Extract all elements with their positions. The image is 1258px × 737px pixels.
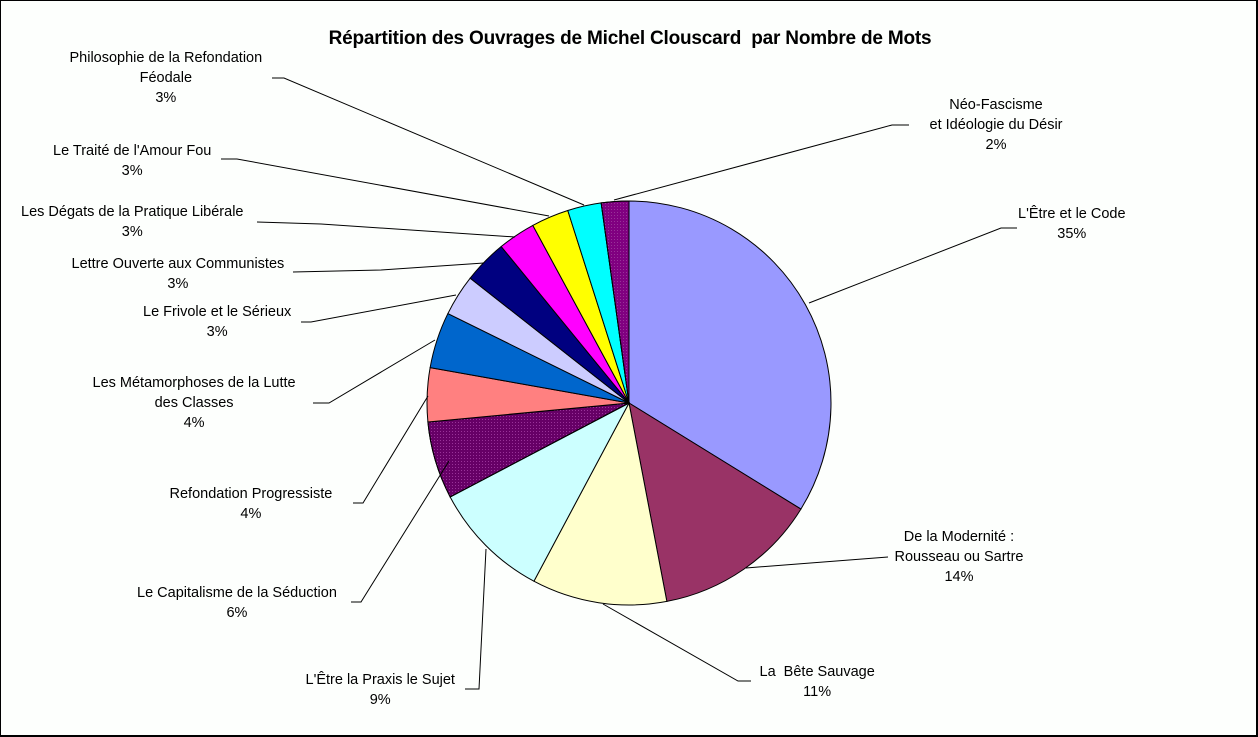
leader-line [602, 603, 751, 682]
data-label: L'Être et le Code 35% [1018, 204, 1126, 244]
pie-slice [628, 200, 832, 510]
data-label: Refondation Progressiste 4% [170, 484, 333, 524]
leader-line [292, 262, 485, 273]
data-label-text: L'Être et le Code [1018, 206, 1126, 222]
data-label-text: Les Dégats de la Pratique Libérale [21, 204, 244, 220]
leader-lines [221, 77, 1017, 690]
data-label: Néo-Fascisme et Idéologie du Désir 2% [930, 95, 1063, 155]
data-label-percent: 3% [121, 163, 143, 179]
data-label: La Bête Sauvage 11% [760, 662, 875, 702]
data-label-text: De la Modernité : [903, 529, 1015, 545]
data-label-text: Les Métamorphoses de la Lutte [92, 375, 296, 391]
data-label-percent: 4% [240, 506, 262, 522]
data-label: Philosophie de la Refondation Féodale 3% [70, 48, 263, 108]
data-label: Le Capitalisme de la Séduction 6% [137, 583, 337, 623]
leader-line [301, 294, 457, 323]
data-label-text: Le Capitalisme de la Séduction [137, 585, 337, 601]
leader-line [313, 339, 436, 404]
data-label: Le Traité de l'Amour Fou 3% [53, 141, 211, 181]
leader-line [613, 124, 909, 201]
chart-title: Répartition des Ouvrages de Michel Clous… [328, 28, 932, 49]
data-label-percent: 14% [944, 569, 974, 585]
data-label-text: Le Traité de l'Amour Fou [53, 143, 212, 159]
data-label: De la Modernité : Rousseau ou Sartre 14% [895, 527, 1024, 587]
data-label: L'Être la Praxis le Sujet 9% [306, 670, 455, 710]
data-label-percent: 35% [1057, 226, 1087, 242]
data-label-text: L'Être la Praxis le Sujet [305, 672, 455, 688]
data-label-percent: 3% [167, 276, 189, 292]
leader-line [221, 158, 550, 217]
data-label: Le Frivole et le Sérieux 3% [143, 302, 291, 342]
data-label: Les Dégats de la Pratique Libérale 3% [21, 202, 243, 242]
data-label-percent: 4% [183, 415, 205, 431]
data-label-text: Le Frivole et le Sérieux [143, 304, 292, 320]
data-label-percent: 11% [803, 684, 832, 700]
data-label-percent: 3% [206, 324, 228, 340]
pie-slices [426, 200, 832, 606]
leader-line [272, 77, 585, 206]
pie-slice [533, 401, 668, 606]
leader-line [351, 460, 450, 603]
leader-line [465, 548, 487, 690]
leader-line [808, 227, 1017, 304]
pie-slice [628, 401, 802, 603]
data-label-text: Rousseau ou Sartre [894, 549, 1024, 565]
data-label: Les Métamorphoses de la Lutte des Classes… [93, 373, 296, 433]
data-label-text: Refondation Progressiste [169, 486, 333, 502]
data-label-text: et Idéologie du Désir [929, 117, 1063, 133]
data-label-text: Féodale [139, 70, 193, 86]
data-label-text: des Classes [154, 395, 234, 411]
data-label-percent: 3% [121, 224, 143, 240]
leader-line [353, 395, 429, 504]
pie-slice [449, 401, 631, 582]
data-label-percent: 6% [226, 605, 248, 621]
data-label: Lettre Ouverte aux Communistes 3% [72, 254, 285, 294]
pie-slice-texture [600, 200, 630, 404]
data-label-text: La Bête Sauvage [759, 664, 875, 680]
data-label-percent: 9% [369, 692, 391, 708]
data-label-text: Philosophie de la Refondation [69, 50, 263, 66]
data-label-text: Lettre Ouverte aux Communistes [71, 256, 285, 272]
leader-line [256, 221, 516, 238]
data-label-percent: 3% [155, 90, 177, 106]
leader-line [745, 556, 889, 569]
data-label-text: Néo-Fascisme [949, 97, 1043, 113]
data-label-percent: 2% [985, 137, 1007, 153]
